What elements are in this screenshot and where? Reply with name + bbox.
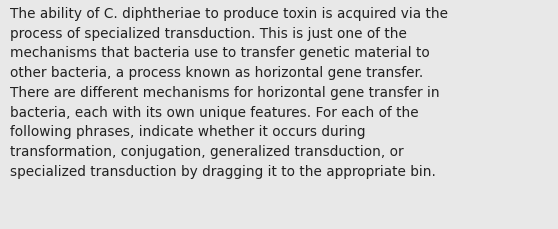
Text: The ability of C. diphtheriae to produce toxin is acquired via the
process of sp: The ability of C. diphtheriae to produce…	[10, 7, 448, 178]
